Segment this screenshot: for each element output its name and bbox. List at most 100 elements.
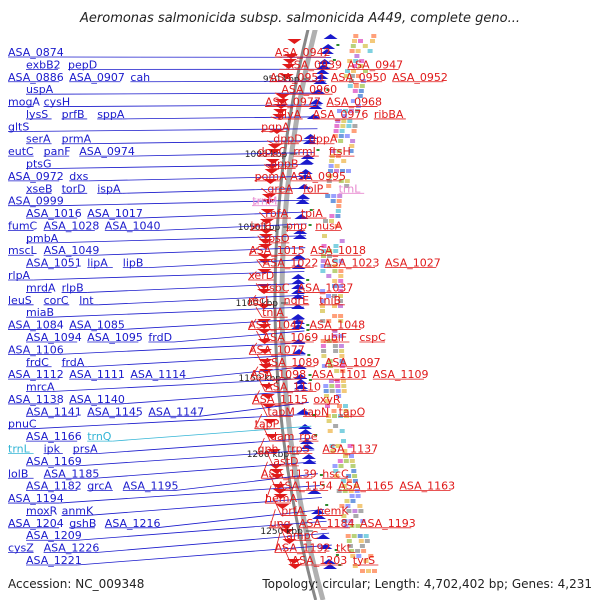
- forward-gene-arrow: [314, 74, 329, 79]
- feature-block: [350, 99, 356, 103]
- feature-block: [331, 409, 337, 413]
- gene-label-prfb: prfB: [62, 108, 85, 121]
- forward-gene-arrow: [293, 379, 308, 384]
- feature-block: [335, 214, 341, 218]
- gene-label-asa_1114: ASA_1114: [130, 368, 186, 381]
- label-leader-line: [173, 330, 305, 343]
- gene-label-gshb: gshB: [69, 517, 96, 530]
- feature-block: [320, 289, 326, 293]
- feature-block: [343, 409, 349, 413]
- label-leader-line: [87, 282, 305, 293]
- gene-label-glya: glyA: [277, 108, 302, 121]
- gene-label-ribba: ribBA: [374, 108, 404, 121]
- gene-label-asa_0942: ASA_0942: [275, 46, 331, 59]
- reverse-gene-arrow: [287, 39, 302, 44]
- label-leader-line: [265, 449, 274, 467]
- feature-block: [349, 144, 355, 148]
- reverse-gene-arrow: [257, 269, 272, 274]
- label-leader-line: [274, 92, 282, 95]
- gene-label-asa_1204: ASA_1204: [8, 517, 64, 530]
- feature-block: [333, 244, 339, 248]
- feature-block: [344, 499, 350, 503]
- reverse-gene-arrow: [274, 99, 289, 104]
- gene-label-pnp: pnp: [286, 219, 307, 232]
- feature-block: [346, 509, 352, 513]
- gene-label-tapp: tapP: [255, 418, 280, 431]
- gene-label-lipb: lipB: [123, 257, 144, 270]
- forward-gene-arrow: [323, 564, 338, 569]
- label-leader-line: [261, 187, 268, 194]
- gene-label-nqre: nqrE: [284, 294, 309, 307]
- gene-label-miab: miaB: [26, 306, 54, 319]
- feature-block: [342, 449, 348, 453]
- feature-block: [333, 424, 339, 428]
- feature-block: [361, 549, 367, 553]
- gene-label-ftsh: ftsH: [329, 145, 351, 158]
- feature-block: [323, 384, 329, 388]
- reverse-gene-arrow: [286, 559, 301, 564]
- feature-block: [332, 259, 338, 263]
- feature-block: [327, 254, 332, 258]
- feature-block: [332, 414, 337, 418]
- gene-label-asa_0995: ASA_0995: [290, 170, 346, 183]
- gene-label-asa_1015: ASA_1015: [249, 244, 305, 257]
- gene-label-ptsg: ptsG: [26, 158, 52, 171]
- rna-tick: [325, 504, 329, 506]
- feature-block: [352, 474, 358, 478]
- label-leader-line: [256, 259, 263, 268]
- feature-block: [355, 524, 361, 528]
- gene-label-asa_1089: ASA_1089: [264, 356, 320, 369]
- feature-block: [336, 394, 342, 398]
- gene-label-asa_0974: ASA_0974: [79, 145, 135, 158]
- gene-label-asa_0907: ASA_0907: [69, 71, 125, 84]
- forward-gene-arrow: [293, 229, 308, 234]
- label-leader-line: [98, 294, 305, 306]
- feature-block: [338, 294, 343, 298]
- gene-label-asa_0951: ASA_0951: [270, 71, 326, 84]
- gene-label-asa_1023: ASA_1023: [324, 257, 380, 270]
- feature-block: [328, 164, 334, 168]
- gene-label-asa_1139: ASA_1139: [261, 467, 317, 480]
- label-leader-line: [77, 449, 315, 467]
- gene-label-grea: greA: [267, 182, 293, 195]
- gene-label-asa_0999: ASA_0999: [8, 195, 64, 208]
- gene-label-tnib: tniB: [319, 294, 341, 307]
- label-leader-line: [51, 92, 324, 95]
- feature-block: [326, 339, 332, 343]
- feature-block: [362, 44, 368, 48]
- feature-block: [339, 354, 345, 358]
- feature-block: [335, 444, 341, 448]
- feature-block: [337, 404, 342, 408]
- gene-label-lnt: lnt: [79, 294, 94, 307]
- label-leader-line: [264, 485, 272, 504]
- feature-block: [342, 114, 348, 118]
- label-leader-line: [173, 473, 318, 492]
- gene-label-tapm: tapM: [267, 405, 295, 418]
- gene-label-asa_1195: ASA_1195: [123, 480, 179, 493]
- gene-label-uspa: uspA: [26, 83, 54, 96]
- feature-block: [348, 79, 354, 83]
- feature-block: [363, 69, 368, 73]
- forward-gene-arrow: [294, 384, 309, 389]
- feature-block: [355, 494, 361, 498]
- label-leader-line: [269, 509, 276, 528]
- scale-label: 1100 kbp: [236, 299, 279, 309]
- gene-label-asa_1226: ASA_1226: [44, 542, 100, 555]
- label-leader-line: [269, 80, 278, 83]
- feature-block: [359, 59, 365, 63]
- gene-label-asa_0960: ASA_0960: [281, 83, 337, 96]
- feature-block: [327, 359, 333, 363]
- gene-label-sera: serA: [26, 133, 51, 146]
- feature-block: [349, 494, 355, 498]
- reverse-gene-arrow: [260, 394, 275, 399]
- rna-tick: [306, 324, 310, 326]
- gene-label-asa_1028: ASA_1028: [44, 219, 100, 232]
- feature-block: [363, 559, 369, 563]
- label-leader-line: [155, 508, 325, 529]
- rna-tick: [309, 209, 313, 211]
- feature-block: [340, 479, 346, 483]
- reverse-gene-arrow: [259, 219, 274, 224]
- feature-block: [320, 264, 326, 268]
- label-leader-line: [250, 366, 259, 380]
- feature-block: [352, 39, 357, 43]
